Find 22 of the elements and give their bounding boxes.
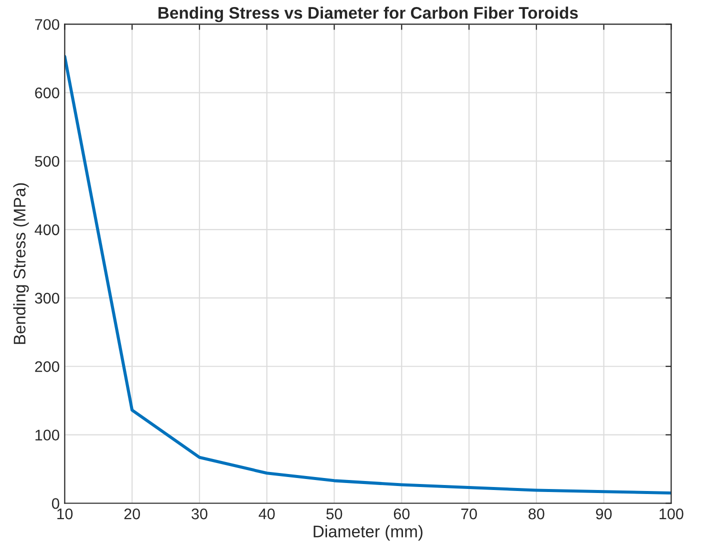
x-tick-label: 90 bbox=[596, 508, 612, 520]
y-tick-label: 500 bbox=[34, 156, 60, 167]
x-tick-label: 60 bbox=[394, 508, 410, 520]
y-tick-label: 300 bbox=[34, 292, 60, 304]
x-tick-label: 70 bbox=[461, 508, 477, 520]
x-tick-label: 10 bbox=[57, 508, 73, 520]
y-tick-label: 700 bbox=[35, 19, 60, 30]
x-tick-label: 30 bbox=[192, 508, 208, 520]
x-tick-label: 50 bbox=[326, 508, 342, 520]
x-tick-label: 40 bbox=[258, 508, 275, 520]
line-series bbox=[64, 54, 672, 495]
x-tick-label: 20 bbox=[124, 508, 140, 520]
y-tick-label: 200 bbox=[35, 361, 60, 372]
y-tick-label: 100 bbox=[36, 430, 60, 440]
y-tick-label: 400 bbox=[34, 224, 60, 236]
y-axis-title: Bending Stress (MPa) bbox=[13, 183, 29, 344]
y-tick-label: 0 bbox=[52, 498, 60, 509]
x-tick-label: 80 bbox=[528, 508, 544, 520]
x-axis-title: Diameter (mm) bbox=[314, 525, 422, 541]
chart-title: Bending Stress vs Diameter for Carbon Fiber Toroids bbox=[158, 6, 578, 22]
x-tick-label: 100 bbox=[660, 508, 684, 520]
y-tick-label: 600 bbox=[35, 88, 60, 98]
